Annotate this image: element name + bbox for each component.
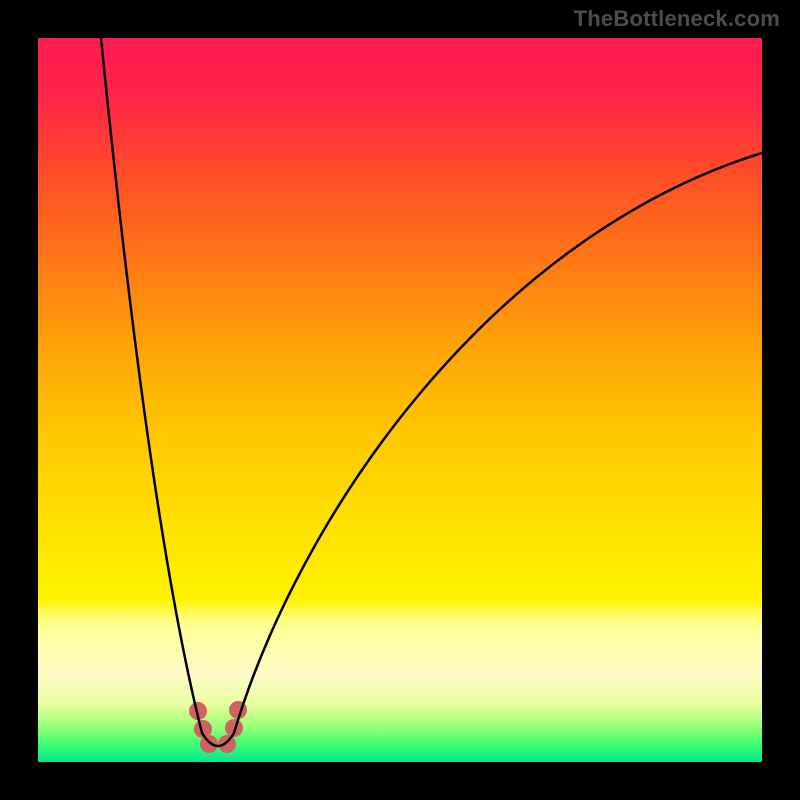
plot-area	[38, 38, 762, 762]
marker-point	[200, 735, 218, 753]
watermark-text: TheBottleneck.com	[574, 6, 780, 32]
curve-path	[101, 38, 762, 746]
bottleneck-curve	[38, 38, 762, 762]
marker-point	[218, 735, 236, 753]
